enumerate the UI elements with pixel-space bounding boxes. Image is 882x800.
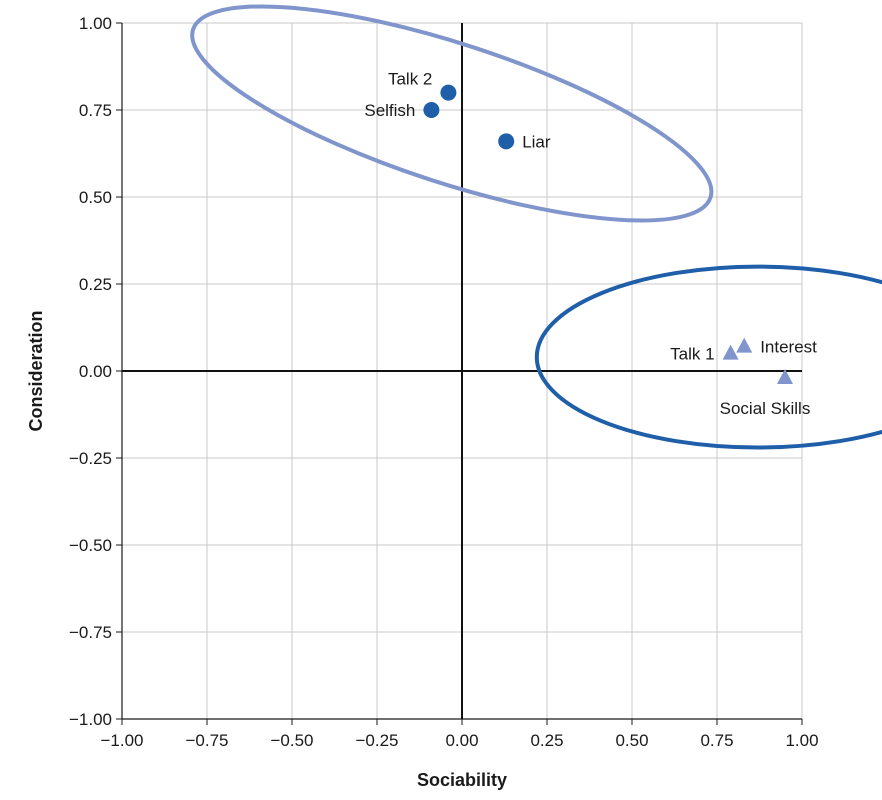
y-tick-label-0: −1.00 (69, 710, 112, 729)
point-talk-2 (440, 84, 457, 101)
sociability-cluster-ellipse (534, 264, 882, 450)
point-liar (498, 133, 515, 150)
data-labels: Talk 2 Selfish Liar Talk 1 Interest Social Sk… (364, 70, 817, 418)
x-tick-label-5: 0.25 (530, 731, 563, 750)
x-tick-label-6: 0.50 (615, 731, 648, 750)
point-social-skills (777, 368, 793, 384)
label-talk-2: Talk 2 (388, 70, 432, 89)
point-selfish (423, 102, 440, 118)
y-tick-label-2: −0.50 (69, 536, 112, 555)
y-tick-label-5: 0.25 (79, 275, 112, 294)
x-tick-labels: −1.00 −0.75 −0.50 −0.25 0.00 0.25 0.50 0.75 1.00 (100, 731, 818, 750)
point-talk-1 (722, 344, 739, 360)
label-social-skills: Social Skills (720, 399, 811, 418)
cluster-ellipses (190, 4, 882, 450)
y-tick-label-4: 0.00 (79, 362, 112, 381)
x-axis-title: Sociability (417, 770, 507, 790)
y-tick-labels: −1.00 −0.75 −0.50 −0.25 0.00 0.25 0.50 0.75 1.00 (69, 14, 112, 729)
y-tick-label-6: 0.50 (79, 188, 112, 207)
point-interest (736, 337, 753, 353)
x-tick-label-7: 0.75 (700, 731, 733, 750)
x-tick-label-8: 1.00 (785, 731, 818, 750)
x-tick-label-2: −0.50 (270, 731, 313, 750)
x-tick-label-0: −1.00 (100, 731, 143, 750)
x-tick-label-1: −0.75 (185, 731, 228, 750)
label-liar: Liar (522, 132, 551, 151)
y-tick-label-1: −0.75 (69, 623, 112, 642)
y-tick-label-8: 1.00 (79, 14, 112, 33)
consideration-cluster-ellipse (190, 4, 714, 223)
y-tick-label-3: −0.25 (69, 449, 112, 468)
x-tick-label-3: −0.25 (355, 731, 398, 750)
label-talk-1: Talk 1 (670, 345, 714, 364)
y-axis-title: Consideration (26, 310, 46, 431)
label-interest: Interest (760, 338, 817, 357)
axes (116, 22, 803, 725)
data-points (423, 84, 793, 384)
x-tick-label-4: 0.00 (445, 731, 478, 750)
label-selfish: Selfish (364, 101, 415, 120)
y-tick-label-7: 0.75 (79, 101, 112, 120)
